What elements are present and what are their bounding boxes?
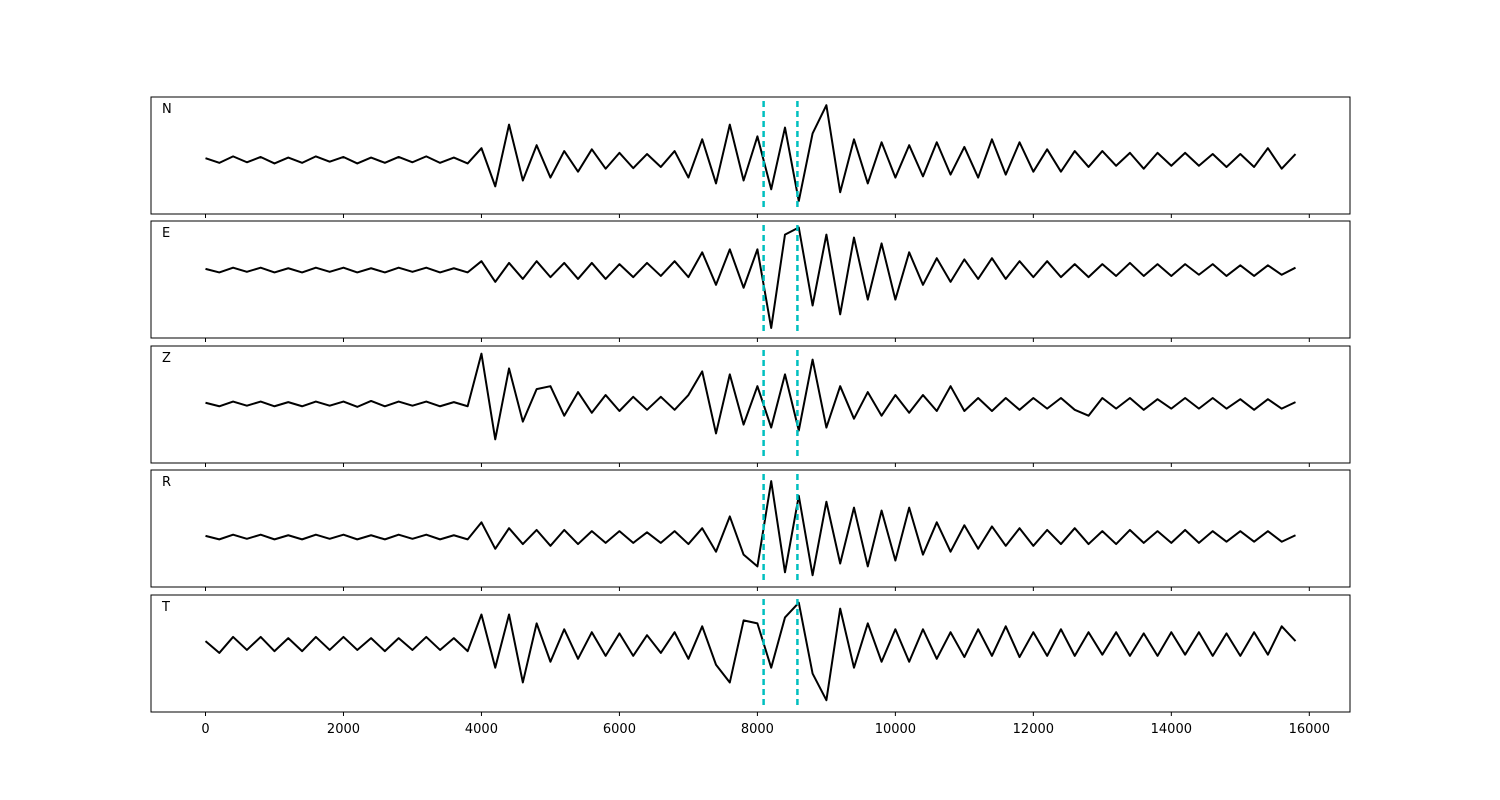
trace	[205, 226, 1296, 329]
panel-label: T	[161, 600, 170, 615]
x-tick-label: 12000	[1013, 722, 1054, 737]
panel-frame	[150, 220, 1351, 339]
panel-label: Z	[162, 351, 171, 366]
x-tick-label: 2000	[327, 722, 360, 737]
panel-frame	[150, 594, 1351, 713]
panel-label: R	[162, 475, 171, 490]
panel-label: N	[162, 102, 172, 117]
x-tick-label: 14000	[1151, 722, 1192, 737]
x-tick-label: 6000	[603, 722, 636, 737]
x-tick-label: 16000	[1289, 722, 1330, 737]
panel-frame	[150, 469, 1351, 588]
panel-label: E	[162, 226, 170, 241]
panel-frame	[150, 345, 1351, 464]
trace	[205, 352, 1296, 441]
trace	[205, 104, 1297, 203]
x-tick-label: 8000	[741, 722, 774, 737]
trace	[204, 601, 1297, 702]
x-tick-label: 4000	[465, 722, 498, 737]
trace	[205, 480, 1296, 577]
x-tick-label: 0	[201, 722, 209, 737]
x-tick-label: 10000	[875, 722, 916, 737]
panel-frame	[150, 96, 1351, 215]
